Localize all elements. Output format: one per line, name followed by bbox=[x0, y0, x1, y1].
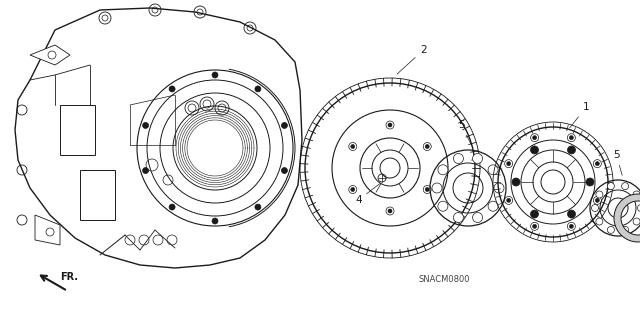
Circle shape bbox=[570, 136, 573, 140]
Text: 2: 2 bbox=[397, 45, 427, 74]
Text: 5: 5 bbox=[613, 150, 622, 175]
Circle shape bbox=[423, 143, 431, 151]
Circle shape bbox=[349, 143, 356, 151]
Circle shape bbox=[255, 204, 261, 210]
Circle shape bbox=[488, 165, 498, 175]
Polygon shape bbox=[80, 170, 115, 220]
Text: FR.: FR. bbox=[60, 272, 78, 282]
Circle shape bbox=[512, 178, 520, 186]
Circle shape bbox=[453, 153, 463, 164]
Circle shape bbox=[388, 209, 392, 213]
Circle shape bbox=[169, 204, 175, 210]
Circle shape bbox=[386, 207, 394, 215]
Circle shape bbox=[425, 145, 429, 149]
Circle shape bbox=[143, 167, 148, 174]
Circle shape bbox=[531, 222, 539, 230]
Circle shape bbox=[593, 197, 602, 204]
Circle shape bbox=[282, 167, 287, 174]
Circle shape bbox=[593, 160, 602, 167]
Circle shape bbox=[388, 123, 392, 127]
Circle shape bbox=[568, 134, 575, 142]
Polygon shape bbox=[35, 215, 60, 245]
Circle shape bbox=[621, 226, 628, 234]
Circle shape bbox=[633, 218, 640, 225]
Circle shape bbox=[438, 165, 448, 175]
Circle shape bbox=[532, 224, 536, 228]
Circle shape bbox=[438, 201, 448, 211]
Circle shape bbox=[351, 145, 355, 149]
Circle shape bbox=[255, 86, 261, 92]
Circle shape bbox=[591, 204, 598, 211]
Circle shape bbox=[212, 218, 218, 224]
Circle shape bbox=[621, 182, 628, 189]
Circle shape bbox=[607, 226, 614, 234]
Circle shape bbox=[488, 201, 498, 211]
Circle shape bbox=[349, 186, 356, 194]
Circle shape bbox=[531, 146, 538, 154]
Circle shape bbox=[282, 122, 287, 129]
Polygon shape bbox=[614, 194, 640, 242]
Circle shape bbox=[570, 224, 573, 228]
Circle shape bbox=[596, 191, 603, 198]
Circle shape bbox=[351, 188, 355, 191]
Circle shape bbox=[453, 212, 463, 222]
Circle shape bbox=[568, 222, 575, 230]
Circle shape bbox=[595, 162, 599, 166]
Circle shape bbox=[505, 197, 513, 204]
Circle shape bbox=[472, 212, 483, 222]
Circle shape bbox=[423, 186, 431, 194]
Circle shape bbox=[595, 198, 599, 202]
Circle shape bbox=[494, 183, 504, 193]
Circle shape bbox=[633, 191, 640, 198]
Polygon shape bbox=[15, 8, 302, 268]
Circle shape bbox=[386, 121, 394, 129]
Circle shape bbox=[507, 162, 511, 166]
Circle shape bbox=[425, 188, 429, 191]
Circle shape bbox=[568, 146, 575, 154]
Text: 5: 5 bbox=[458, 120, 472, 145]
Polygon shape bbox=[60, 105, 95, 155]
Circle shape bbox=[637, 204, 640, 211]
Circle shape bbox=[505, 160, 513, 167]
Circle shape bbox=[432, 183, 442, 193]
Circle shape bbox=[143, 122, 148, 129]
Text: 4: 4 bbox=[355, 184, 380, 205]
Text: SNACM0800: SNACM0800 bbox=[419, 276, 470, 285]
Circle shape bbox=[531, 134, 539, 142]
Text: 1: 1 bbox=[570, 102, 589, 128]
Circle shape bbox=[586, 178, 594, 186]
Circle shape bbox=[568, 210, 575, 218]
Circle shape bbox=[169, 86, 175, 92]
Circle shape bbox=[532, 136, 536, 140]
Circle shape bbox=[531, 210, 538, 218]
Circle shape bbox=[212, 72, 218, 78]
Circle shape bbox=[607, 182, 614, 189]
Circle shape bbox=[472, 153, 483, 164]
Circle shape bbox=[507, 198, 511, 202]
Polygon shape bbox=[30, 45, 70, 65]
Text: 3: 3 bbox=[0, 318, 1, 319]
Circle shape bbox=[596, 218, 603, 225]
